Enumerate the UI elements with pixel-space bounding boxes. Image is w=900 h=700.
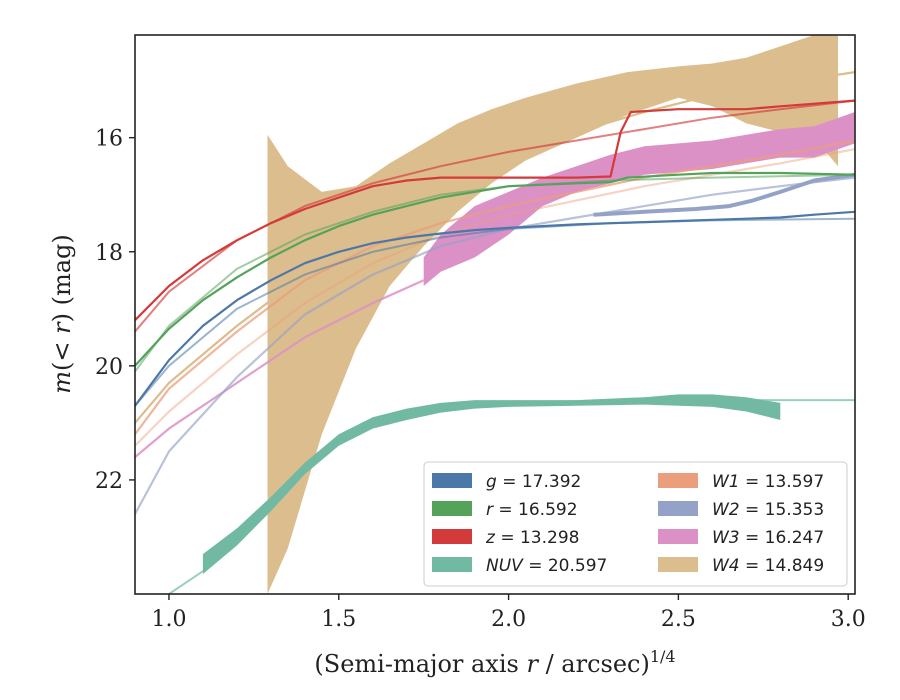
- legend-entry: W2 = 15.353: [712, 500, 824, 520]
- x-axis-label: (Semi-major axis r / arcsec)1/4: [314, 647, 675, 678]
- legend-swatch: [432, 557, 472, 572]
- legend-swatch: [432, 529, 472, 544]
- y-tick-label: 22: [95, 469, 123, 494]
- legend-swatch: [432, 501, 472, 516]
- y-tick-label: 20: [95, 355, 123, 380]
- y-axis: 16 18 20 22: [95, 127, 135, 494]
- series-line-nuv: [168, 399, 855, 594]
- series-line-r: [135, 171, 855, 367]
- series-line-g: [135, 210, 855, 407]
- x-tick-label: 1.5: [321, 607, 356, 632]
- legend-entry: W1 = 13.597: [712, 472, 824, 492]
- x-tick-label: 1.0: [151, 607, 186, 632]
- series-line-r: [135, 173, 855, 373]
- x-tick-label: 2.0: [491, 607, 526, 632]
- legend-swatch: [432, 473, 472, 488]
- plot-area: [135, 35, 855, 594]
- legend: g = 17.392 r = 16.592 z = 13.298 NUV = 20.5…: [423, 461, 848, 587]
- legend-entry: W4 = 14.849: [712, 556, 824, 576]
- legend-swatch: [658, 529, 698, 544]
- band-w3: [423, 112, 855, 286]
- legend-entry: NUV = 20.597: [486, 556, 607, 576]
- legend-swatch: [658, 501, 698, 516]
- band-nuv: [202, 394, 781, 574]
- legend-entry: W3 = 16.247: [712, 528, 824, 548]
- legend-swatch: [658, 473, 698, 488]
- legend-box: [423, 461, 848, 587]
- legend-entry: z = 13.298: [485, 528, 579, 548]
- series-line-w4: [135, 71, 855, 424]
- y-tick-label: 18: [95, 241, 123, 266]
- plot-frame: [134, 34, 856, 595]
- legend-entry: g = 17.392: [486, 472, 581, 492]
- series-line-w1: [135, 139, 855, 435]
- y-tick-label: 16: [95, 127, 123, 152]
- y-axis-label: m(< r) (mag): [48, 234, 76, 394]
- series-line-z: [135, 99, 855, 333]
- legend-entry: r = 16.592: [486, 500, 578, 520]
- legend-swatch: [658, 557, 698, 572]
- series-line-w2: [135, 176, 855, 515]
- x-tick-label: 2.5: [661, 607, 696, 632]
- series-line-z: [135, 99, 855, 321]
- x-tick-label: 3.0: [831, 607, 866, 632]
- x-axis: 1.0 1.5 2.0 2.5 3.0: [151, 594, 866, 632]
- series-line-w3: [135, 279, 425, 458]
- series-line-w2: [593, 172, 855, 217]
